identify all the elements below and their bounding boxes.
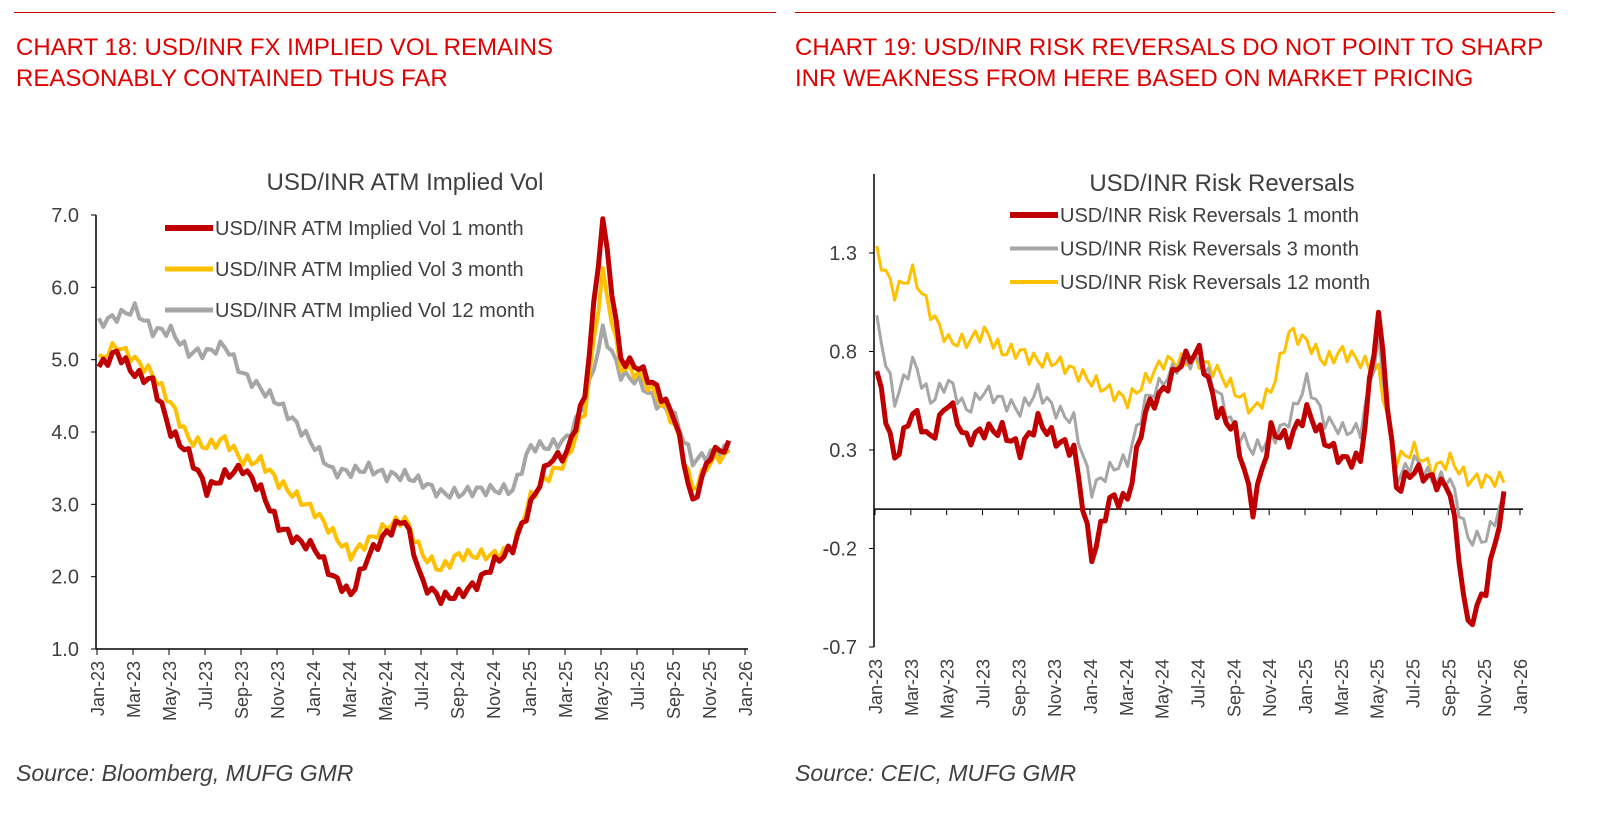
c18-x-tick-label: Jul-23 — [196, 661, 216, 710]
c19-y-tick-label: 1.3 — [829, 243, 857, 265]
c19-title: USD/INR Risk Reversals — [1089, 170, 1354, 197]
c19-series-line-1 — [874, 309, 1507, 628]
c19-x-tick-label: Jul-24 — [1189, 659, 1209, 708]
c19-y-tick-label: 0.8 — [829, 342, 857, 364]
c19-x-tick-label: Jul-23 — [974, 659, 994, 708]
c19-x-tick-label: May-24 — [1153, 659, 1173, 719]
c18-y-tick-label: 5.0 — [51, 350, 79, 372]
c18-y-tick-label: 7.0 — [51, 205, 79, 227]
c19-x-tick-label: Jan-25 — [1296, 659, 1316, 714]
c19-x-tick-label: Jan-23 — [866, 659, 886, 714]
c18-legend-label-2: USD/INR ATM Implied Vol 3 month — [215, 259, 524, 281]
c19-x-tick-label: Mar-25 — [1332, 659, 1352, 716]
c18-series-line-3 — [97, 301, 731, 500]
c19-x-tick-label: Jul-25 — [1404, 659, 1424, 708]
c18-x-tick-label: May-25 — [592, 661, 612, 721]
c19-x-tick-label: Jan-24 — [1081, 659, 1101, 714]
divider-right — [795, 12, 1555, 13]
c19-legend-label-2: USD/INR Risk Reversals 3 month — [1060, 239, 1359, 261]
c18-x-tick-label: Jul-24 — [412, 661, 432, 710]
divider-left — [14, 12, 776, 13]
c18-y-tick-label: 4.0 — [51, 422, 79, 444]
c19-legend-label-1: USD/INR Risk Reversals 1 month — [1060, 205, 1359, 227]
c18-x-tick-label: Sep-25 — [664, 661, 684, 719]
c18-y-tick-label: 6.0 — [51, 277, 79, 299]
c18-x-tick-label: Mar-24 — [340, 661, 360, 718]
c18-y-tick-label: 2.0 — [51, 567, 79, 589]
c18-x-tick-label: Sep-24 — [448, 661, 468, 719]
chart-19-heading: CHART 19: USD/INR RISK REVERSALS DO NOT … — [795, 34, 1543, 92]
c18-legend-label-3: USD/INR ATM Implied Vol 12 month — [215, 300, 535, 322]
c19-x-tick-label: Mar-23 — [902, 659, 922, 716]
c18-legend-label-1: USD/INR ATM Implied Vol 1 month — [215, 218, 524, 240]
c18-x-tick-label: Jan-25 — [520, 661, 540, 716]
chart-18-heading: CHART 18: USD/INR FX IMPLIED VOL REMAINS… — [16, 34, 554, 92]
c18-x-tick-label: Nov-24 — [484, 661, 504, 719]
c19-x-tick-label: May-23 — [938, 659, 958, 719]
c19-x-tick-label: May-25 — [1368, 659, 1388, 719]
c18-x-tick-label: Mar-25 — [556, 661, 576, 718]
c18-x-tick-label: Sep-23 — [232, 661, 252, 719]
c18-x-tick-label: Jul-25 — [628, 661, 648, 710]
c19-x-tick-label: Sep-23 — [1009, 659, 1029, 717]
c19-x-tick-label: Nov-25 — [1475, 659, 1495, 717]
c18-x-tick-label: Nov-25 — [700, 661, 720, 719]
c18-x-tick-label: May-24 — [376, 661, 396, 721]
c19-y-tick-label: 0.3 — [829, 440, 857, 462]
c18-x-tick-label: Jan-23 — [88, 661, 108, 716]
c19-x-tick-label: Mar-24 — [1117, 659, 1137, 716]
c19-y-tick-label: -0.7 — [823, 637, 857, 659]
chart-18-source: Source: Bloomberg, MUFG GMR — [16, 760, 354, 786]
c18-x-tick-label: Jan-24 — [304, 661, 324, 716]
c19-x-tick-label: Jan-26 — [1511, 659, 1531, 714]
c19-legend-label-3: USD/INR Risk Reversals 12 month — [1060, 272, 1370, 294]
c19-x-tick-label: Nov-24 — [1260, 659, 1280, 717]
c18-x-tick-label: Nov-23 — [268, 661, 288, 719]
c18-y-tick-label: 3.0 — [51, 494, 79, 516]
c18-x-tick-label: Jan-26 — [736, 661, 756, 716]
c18-x-tick-label: Mar-23 — [124, 661, 144, 718]
c18-series-line-1 — [96, 216, 732, 607]
c19-x-tick-label: Sep-25 — [1439, 659, 1459, 717]
chart-19-source: Source: CEIC, MUFG GMR — [795, 760, 1077, 786]
c18-y-tick-label: 1.0 — [51, 639, 79, 661]
c19-y-tick-label: -0.2 — [823, 539, 857, 561]
c19-x-tick-label: Sep-24 — [1224, 659, 1244, 717]
c18-title: USD/INR ATM Implied Vol — [267, 169, 544, 196]
c18-x-tick-label: May-23 — [160, 661, 180, 721]
c19-series-line-2 — [875, 315, 1506, 547]
c19-x-tick-label: Nov-23 — [1045, 659, 1065, 717]
